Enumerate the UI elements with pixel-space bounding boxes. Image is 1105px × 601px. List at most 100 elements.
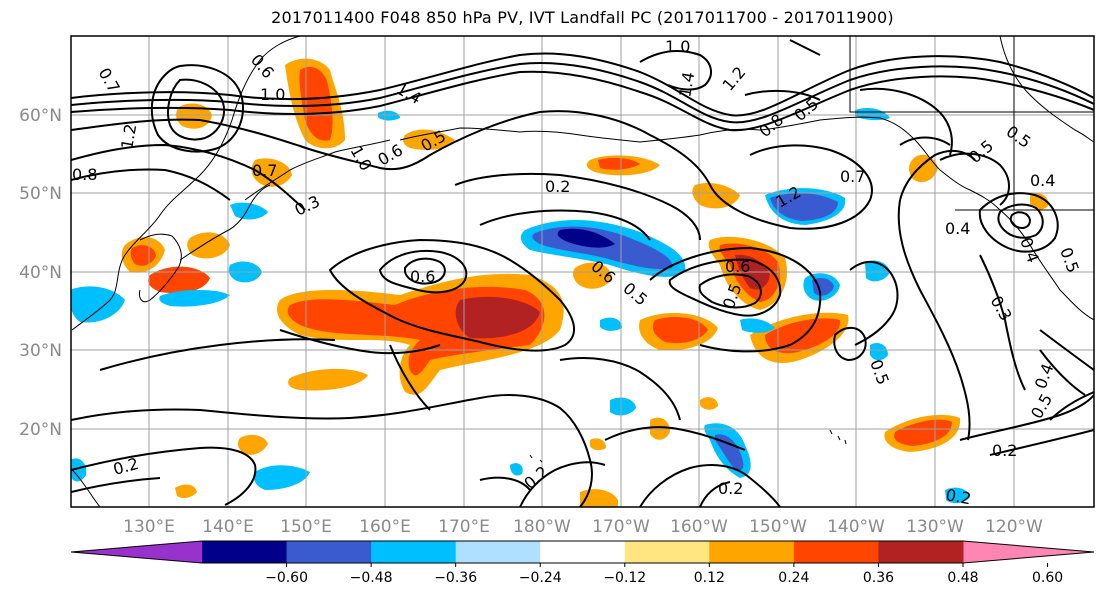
shade-negative: [715, 434, 744, 471]
contour-label: 0.7: [252, 161, 277, 180]
contour-label: 1.4: [393, 79, 425, 108]
lon-label: 160°E: [359, 517, 411, 537]
shade-positive: [187, 232, 230, 259]
colorbar-tick-label: 0.36: [863, 570, 894, 586]
colorbar-bin: [455, 541, 541, 563]
shade-negative: [510, 463, 523, 476]
shade-positive: [148, 266, 210, 294]
contour-label: 1.2: [719, 63, 750, 95]
colorbar-bin: [878, 541, 964, 563]
shade-negative: [945, 487, 970, 504]
pv-contours: [71, 39, 1094, 507]
map-frame: [70, 35, 1095, 508]
contour-label: 0.3: [292, 192, 323, 220]
graticule: [71, 36, 1094, 507]
contour-label: 0.2: [111, 454, 141, 479]
shade-positive: [909, 154, 938, 183]
contour-label: 0.5: [1056, 245, 1083, 275]
lon-label: 170°W: [592, 517, 650, 537]
contour-label: 0.7: [840, 167, 865, 186]
contour-label: 0.4: [1030, 171, 1055, 190]
contour-label: 0.2: [992, 441, 1017, 460]
contour-label: 0.5: [866, 357, 893, 387]
contour-label: 0.6: [725, 257, 750, 276]
shade-positive: [652, 317, 708, 344]
shade-negative: [230, 202, 268, 220]
contour-label: 1.2: [117, 122, 140, 150]
shade-positive: [692, 183, 740, 209]
shade-positive: [1030, 193, 1049, 210]
contour-label: 0.6: [410, 267, 435, 286]
lat-label: 60°N: [19, 106, 62, 126]
contour-label: 0.6: [247, 50, 278, 82]
contour-label: 0.2: [520, 462, 552, 493]
lon-label: 120°W: [985, 517, 1043, 537]
shaded-regions: [71, 58, 1049, 507]
lon-label: 140°W: [827, 517, 885, 537]
colorbar-tick-label: 0.60: [1032, 570, 1063, 586]
contour-label: 1.0: [665, 37, 690, 56]
lon-label: 150°E: [280, 517, 332, 537]
shade-negative: [71, 458, 87, 482]
colorbar-outline: [70, 540, 1095, 564]
colorbar-tick-label: −0.48: [350, 570, 393, 586]
lon-label: 130°W: [906, 517, 964, 537]
shade-positive: [894, 419, 952, 446]
shade-positive: [288, 368, 368, 391]
contour-label: 0.6: [375, 140, 407, 169]
shade-positive: [130, 245, 156, 266]
contour-label: 0.5: [965, 136, 997, 167]
colorbar-bin: [709, 541, 795, 563]
colorbar-bin: [624, 541, 710, 563]
shade-negative: [159, 289, 230, 307]
contour-label: 1.4: [675, 70, 698, 98]
shade-negative: [378, 110, 400, 121]
lon-label: 150°W: [749, 517, 807, 537]
contour-label: 0.2: [545, 177, 570, 196]
contour-label: 0.4: [1016, 235, 1043, 265]
shade-negative: [740, 318, 775, 333]
shade-positive: [580, 489, 618, 507]
colorbar-bin: [371, 541, 457, 563]
longitude-labels: 130°E 140°E 150°E 160°E 170°E 180°W 170°…: [123, 517, 1043, 537]
shade-negative: [253, 465, 310, 490]
shade-positive: [237, 434, 268, 455]
lon-label: 160°W: [670, 517, 728, 537]
coastlines: [71, 36, 1094, 507]
shade-positive: [455, 296, 540, 339]
shade-positive: [573, 262, 612, 289]
colorbar-tick-label: −0.60: [265, 570, 308, 586]
colorbar: −0.60 −0.48 −0.36 −0.24 −0.12 0.12 0.24 0.36 0.4…: [70, 540, 1095, 586]
colorbar-tick-label: −0.36: [434, 570, 477, 586]
shade-negative: [557, 228, 615, 248]
shade-positive: [251, 158, 292, 187]
colorbar-tick-label: 0.48: [947, 570, 978, 586]
shade-negative: [770, 193, 838, 221]
colorbar-bin: [202, 541, 288, 563]
contour-label: 0.4: [945, 219, 970, 238]
contour-label: 1.0: [347, 143, 376, 175]
colorbar-bin: [793, 541, 879, 563]
contour-label: 0.2: [718, 479, 743, 498]
lat-label: 30°N: [19, 341, 62, 361]
shade-positive: [299, 66, 333, 141]
lon-label: 130°E: [123, 517, 175, 537]
lat-label: 40°N: [19, 263, 62, 283]
shade-negative: [870, 343, 888, 361]
shade-positive: [175, 484, 197, 499]
contour-label: 0.7: [95, 65, 124, 97]
colorbar-extend-high: [963, 541, 1094, 563]
colorbar-tick-label: 0.12: [694, 570, 725, 586]
shade-negative: [610, 397, 636, 416]
colorbar-tick-label: −0.24: [519, 570, 562, 586]
shade-negative: [855, 107, 890, 121]
figure-title: 2017011400 F048 850 hPa PV, IVT Landfall…: [271, 8, 894, 27]
contour-label: 0.5: [1003, 122, 1035, 152]
lon-label: 170°E: [438, 517, 490, 537]
shade-positive: [590, 438, 606, 451]
shade-negative: [600, 317, 622, 331]
lat-label: 50°N: [19, 184, 62, 204]
colorbar-bin: [540, 541, 626, 563]
shade-positive: [176, 103, 212, 129]
